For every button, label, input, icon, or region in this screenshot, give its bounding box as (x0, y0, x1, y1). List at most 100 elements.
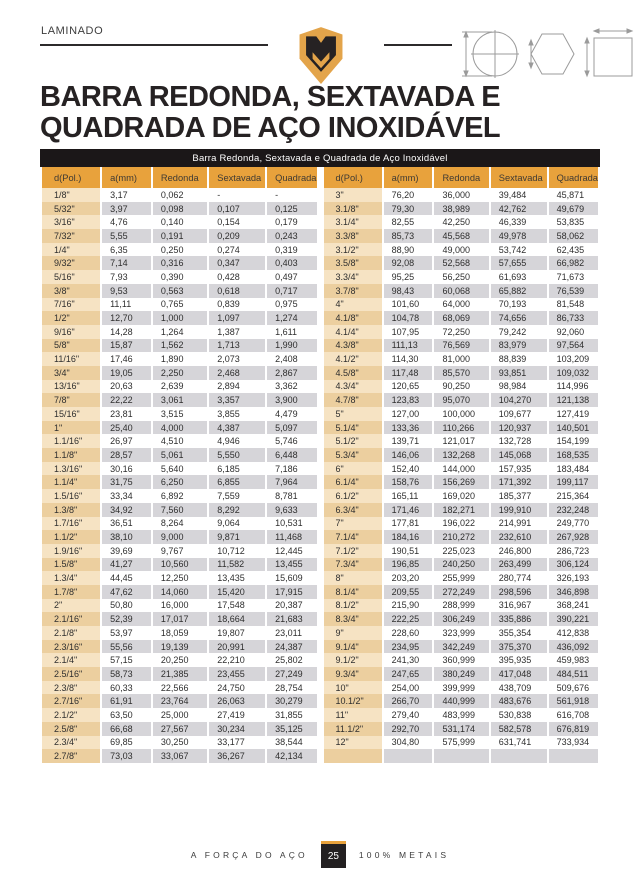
table-caption-bar: Barra Redonda, Sextavada e Quadrada de A… (40, 149, 600, 167)
weight-cell: 266,70 (383, 694, 433, 709)
weight-cell: 15,420 (209, 584, 266, 599)
weight-cell: 0,274 (209, 242, 266, 257)
size-cell: 1/8" (42, 188, 101, 202)
weight-cell: 83,979 (490, 338, 547, 353)
table-header: d(Pol.) a(mm) Redonda Sextavada Quadrada (42, 167, 317, 188)
weight-cell: 306,249 (434, 612, 489, 626)
size-cell: 3" (323, 188, 382, 202)
weight-cell: 30,234 (209, 721, 266, 736)
weight-cell: 81,548 (548, 297, 598, 312)
weight-cell: 0,618 (209, 283, 266, 298)
weight-cell: 36,51 (102, 516, 151, 531)
weight-cell: 55,56 (102, 639, 151, 654)
table-row: 3.1/8" 79,30 38,989 42,762 49,679 (323, 201, 598, 216)
size-cell: 4" (323, 297, 382, 312)
weight-cell: 436,092 (548, 639, 598, 654)
weight-cell: 23,011 (267, 626, 317, 640)
weight-cell: 12,70 (102, 311, 151, 325)
table-row: 1/4" 6,35 0,250 0,274 0,319 (42, 242, 317, 257)
size-cell: 8.1/2" (323, 598, 382, 613)
weight-cell: 18,059 (152, 626, 208, 640)
weight-cell: 46,339 (490, 215, 547, 230)
weight-cell: 7,560 (152, 502, 208, 517)
weight-cell: 49,978 (490, 229, 547, 243)
weight-cell: 254,00 (383, 680, 433, 695)
size-cell: 1.1/2" (42, 530, 101, 544)
weight-cell: 255,999 (434, 571, 489, 585)
weight-cell: 199,117 (548, 475, 598, 490)
weight-cell: 58,062 (548, 229, 598, 243)
footer-slogan-left: A FORÇA DO AÇO (190, 849, 308, 860)
weight-cell: 23,455 (209, 667, 266, 681)
table-row: 4.1/4" 107,95 72,250 79,242 92,060 (323, 324, 598, 339)
size-cell: 2.1/8" (42, 626, 101, 640)
table-row: 3/16" 4,76 0,140 0,154 0,179 (42, 215, 317, 230)
weight-cell: 64,000 (434, 297, 489, 312)
size-cell: 9.1/4" (323, 639, 382, 654)
table-row: 4.1/8" 104,78 68,069 74,656 86,733 (323, 311, 598, 325)
weight-cell: 4,387 (209, 420, 266, 435)
table-row: 5.3/4" 146,06 132,268 145,068 168,535 (323, 448, 598, 462)
size-cell: 1.7/16" (42, 516, 101, 531)
size-cell: 15/16" (42, 407, 101, 421)
weight-cell: 171,392 (490, 475, 547, 490)
table-row: 5.1/4" 133,36 110,266 120,937 140,501 (323, 420, 598, 435)
weight-cell: 50,80 (102, 598, 151, 613)
weight-cell: 169,020 (434, 489, 489, 503)
weight-cell: 25,40 (102, 420, 151, 435)
size-cell: 10.1/2" (323, 694, 382, 709)
weight-cell: 52,39 (102, 612, 151, 626)
table-row: 7/16" 11,11 0,765 0,839 0,975 (42, 297, 317, 312)
weight-cell: 27,567 (152, 721, 208, 736)
round-bar-diagram-icon (462, 30, 519, 78)
weight-cell: 22,22 (102, 393, 151, 407)
size-cell: 4.5/8" (323, 365, 382, 380)
size-cell: 3.3/8" (323, 229, 382, 243)
weight-cell: 1,097 (209, 311, 266, 325)
weight-cell: 38,10 (102, 530, 151, 544)
weight-cell: 575,999 (434, 735, 489, 750)
table-row: 3.1/4" 82,55 42,250 46,339 53,835 (323, 215, 598, 230)
weight-cell: 101,60 (383, 297, 433, 312)
weight-cell: 0,403 (267, 256, 317, 271)
weight-cell: 14,060 (152, 584, 208, 599)
weight-cell: 249,770 (548, 516, 598, 531)
weight-cell: 72,250 (434, 324, 489, 339)
weight-cell: 39,484 (490, 188, 547, 202)
weight-cell: 57,15 (102, 653, 151, 668)
weight-cell: 10,712 (209, 543, 266, 558)
weight-cell: 9,064 (209, 516, 266, 531)
weight-cell: 152,40 (383, 461, 433, 476)
weight-cell: 31,75 (102, 475, 151, 490)
weight-cell: 103,209 (548, 352, 598, 366)
weight-cell: 483,999 (434, 708, 489, 722)
weight-cell: 0,125 (267, 201, 317, 216)
weight-cell: 146,06 (383, 448, 433, 462)
weight-cell: 440,999 (434, 694, 489, 709)
table-row: 6.3/4" 171,46 182,271 199,910 232,248 (323, 502, 598, 517)
weight-cell: 1,000 (152, 311, 208, 325)
weight-cell: 280,774 (490, 571, 547, 585)
weight-cell: 2,867 (267, 365, 317, 380)
weight-cell: 22,566 (152, 680, 208, 695)
weight-cell: 11,582 (209, 557, 266, 572)
weight-cell: 210,272 (434, 530, 489, 544)
weight-cell: 23,764 (152, 694, 208, 709)
table-row: 2.5/16" 58,73 21,385 23,455 27,249 (42, 667, 317, 681)
weight-cell: 240,250 (434, 557, 489, 572)
weight-cell: 0,765 (152, 297, 208, 312)
weight-cell: 22,210 (209, 653, 266, 668)
size-cell: 1" (42, 420, 101, 435)
weight-cell: 107,95 (383, 324, 433, 339)
size-cell: 3/16" (42, 215, 101, 230)
table-row: 12" 304,80 575,999 631,741 733,934 (323, 735, 598, 750)
weight-cell: 76,569 (434, 338, 489, 353)
weight-cell: 168,535 (548, 448, 598, 462)
weight-cell: 11,11 (102, 297, 151, 312)
weight-cell: 86,733 (548, 311, 598, 325)
table-row: 8.3/4" 222,25 306,249 335,886 390,221 (323, 612, 598, 626)
weight-cell: 222,25 (383, 612, 433, 626)
table-row: 9.3/4" 247,65 380,249 417,048 484,511 (323, 667, 598, 681)
size-cell: 3/4" (42, 365, 101, 380)
